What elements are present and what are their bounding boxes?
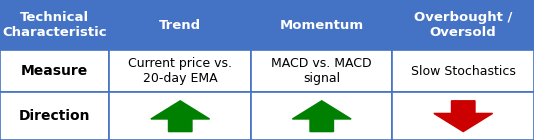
Bar [251, 92, 392, 140]
Bar [392, 50, 534, 92]
Text: Trend: Trend [159, 19, 201, 32]
Polygon shape [434, 101, 492, 132]
Bar [251, 50, 392, 92]
Bar [0, 50, 109, 92]
Text: Overbought /
Oversold: Overbought / Oversold [414, 11, 513, 39]
Bar [251, 0, 392, 50]
Bar [392, 0, 534, 50]
Bar [392, 92, 534, 140]
Text: MACD vs. MACD
signal: MACD vs. MACD signal [271, 57, 372, 85]
Text: Slow Stochastics: Slow Stochastics [411, 65, 516, 78]
Bar [0, 92, 109, 140]
Polygon shape [151, 101, 209, 132]
Text: Direction: Direction [19, 109, 90, 123]
Bar [0, 0, 109, 50]
Text: Measure: Measure [21, 64, 88, 78]
Polygon shape [293, 101, 351, 132]
Bar [109, 92, 251, 140]
Text: Technical
Characteristic: Technical Characteristic [3, 11, 107, 39]
Text: Momentum: Momentum [280, 19, 364, 32]
Text: Current price vs.
20-day EMA: Current price vs. 20-day EMA [128, 57, 232, 85]
Bar [109, 50, 251, 92]
Bar [109, 0, 251, 50]
